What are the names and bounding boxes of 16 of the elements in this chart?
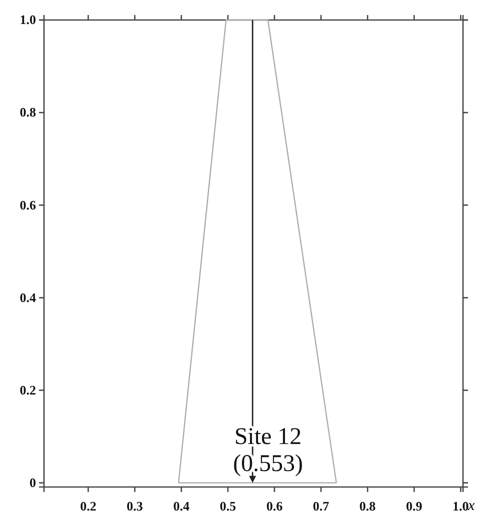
y-tick-label: 0.4	[20, 290, 36, 305]
x-tick-label: 0.8	[359, 498, 376, 513]
y-tick-label: 1.0	[20, 12, 36, 28]
x-tick-label: 0.9	[406, 498, 423, 513]
x-tick-label: 0.3	[126, 498, 144, 513]
x-tick-label: 0.4	[173, 498, 190, 513]
y-tick-label: 0.6	[20, 197, 36, 212]
x-tick-label: 0.6	[266, 498, 284, 513]
y-tick-label: 0.2	[20, 382, 36, 398]
x-axis-title: x	[467, 498, 475, 513]
y-tick-label: 0	[30, 474, 36, 490]
x-tick-label: 0.5	[220, 498, 237, 513]
x-tick-label: 0.7	[312, 498, 330, 513]
x-tick-label: 1.0	[452, 498, 469, 513]
x-tick-label: 0.2	[80, 498, 96, 513]
y-tick-label: 0.8	[20, 104, 36, 120]
